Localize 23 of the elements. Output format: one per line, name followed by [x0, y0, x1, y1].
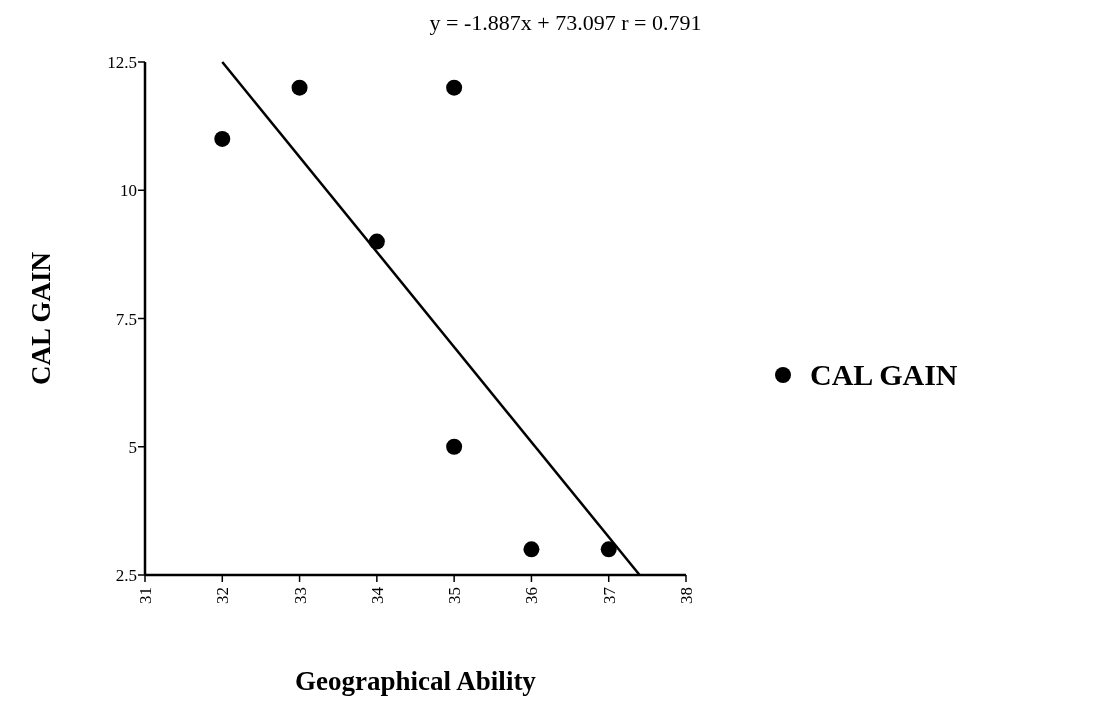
x-tick-label: 31: [136, 587, 155, 604]
point: [291, 79, 308, 96]
y-tick-label: 12.5: [107, 53, 137, 72]
x-tick-label: 32: [213, 587, 233, 604]
y-tick-label: 2.5: [115, 566, 137, 585]
chart-title: y = -1.887x + 73.097 r = 0.791: [429, 10, 702, 35]
x-tick-label: 33: [290, 587, 310, 604]
y-tick-label: 7.5: [115, 309, 137, 329]
y-axis-title: CAL GAIN: [26, 251, 56, 385]
point: [446, 438, 463, 455]
y-tick-label: 10: [120, 181, 137, 201]
x-tick-label: 34: [367, 586, 387, 604]
x-tick-label: 38: [677, 587, 696, 604]
x-tick-label: 36: [522, 587, 542, 604]
x-tick-label: 35: [445, 587, 465, 604]
x-axis-title: Geographical Ability: [295, 666, 537, 696]
point: [214, 130, 231, 147]
y-tick-label: 5: [128, 437, 137, 457]
legend-label: CAL GAIN: [810, 358, 958, 391]
point: [523, 541, 540, 558]
point: [600, 541, 617, 558]
x-tick-label: 37: [599, 586, 619, 604]
point: [446, 79, 463, 96]
